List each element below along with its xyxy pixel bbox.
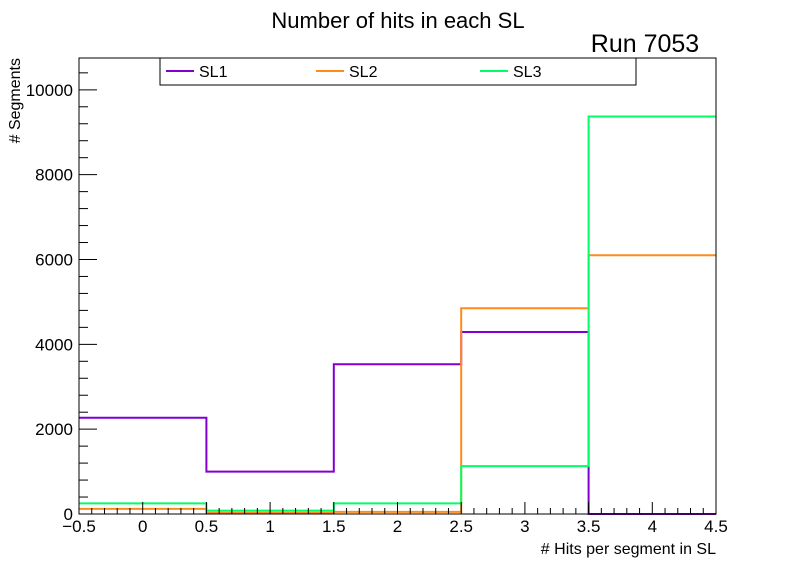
chart-title: Number of hits in each SL (271, 8, 524, 33)
x-tick-label: 1.5 (322, 517, 346, 536)
y-tick-label: 8000 (35, 166, 73, 185)
legend: SL1 SL2 SL3 (159, 57, 637, 86)
plot-frame (78, 57, 717, 515)
legend-label-sl3: SL3 (513, 64, 542, 81)
y-tick-label: 0 (64, 505, 73, 524)
x-tick-label: 1 (265, 517, 274, 536)
series-layer (79, 115, 716, 515)
legend-label-sl1: SL1 (199, 64, 228, 81)
y-axis-label: # Segments (7, 58, 24, 143)
x-tick-label: 4 (648, 517, 657, 536)
series-sl1-line (79, 331, 716, 515)
x-axis-label: # Hits per segment in SL (541, 541, 716, 558)
y-tick-label: 4000 (35, 335, 73, 354)
x-tick-label: 3.5 (577, 517, 601, 536)
x-tick-label: 0.5 (195, 517, 219, 536)
series-sl3-line (79, 115, 716, 512)
legend-box (159, 57, 637, 86)
legend-label-sl2: SL2 (349, 64, 378, 81)
run-annotation: Run 7053 (591, 30, 699, 58)
y-tick-label: 2000 (35, 420, 73, 439)
x-tick-label: −0.5 (62, 517, 96, 536)
series-sl2-line (79, 254, 716, 514)
x-tick-label: 4.5 (704, 517, 728, 536)
axis-layer: −0.5 0 0.5 1 1.5 2 2.5 3 3.5 4 4.50200040006000800… (26, 72, 728, 536)
x-tick-label: 0 (138, 517, 147, 536)
x-tick-label: 3 (520, 517, 529, 536)
y-tick-label: 10000 (26, 81, 73, 100)
y-tick-label: 6000 (35, 250, 73, 269)
x-tick-label: 2.5 (449, 517, 473, 536)
x-tick-label: 2 (393, 517, 402, 536)
